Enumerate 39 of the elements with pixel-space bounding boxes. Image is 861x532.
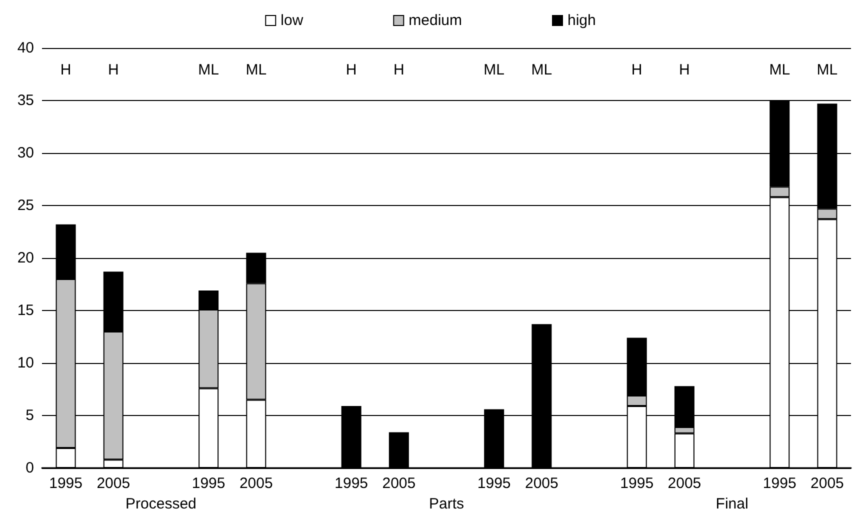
x-tick-label: 1995 [192, 475, 226, 492]
y-tick-label: 10 [17, 354, 34, 372]
legend-label: medium [408, 12, 462, 29]
annotation: H [679, 62, 690, 78]
text: Parts [428, 496, 464, 512]
x-tick-label: 2005 [382, 475, 416, 492]
y-tick-label: 15 [17, 302, 34, 319]
y-tick-label: 40 [17, 40, 34, 56]
legend-label: low [280, 12, 304, 29]
x-tick-label: 1995 [620, 475, 654, 492]
text: Processed [126, 496, 196, 512]
x-tick-label: 1995 [49, 475, 82, 492]
x-tick-label: 1995 [477, 475, 511, 492]
annotation: ML [198, 62, 219, 78]
legend-label: high [568, 12, 596, 29]
x-tick-label: 2005 [524, 475, 558, 492]
annotation: H [631, 62, 642, 78]
y-tick-label: 20 [17, 250, 34, 266]
y-tick-label: 5 [26, 407, 34, 424]
y-tick-label: 25 [17, 197, 34, 214]
annotation: ML [484, 62, 505, 78]
y-tick-label: 35 [17, 92, 34, 109]
annotation: ML [246, 62, 267, 78]
annotation: ML [816, 62, 838, 78]
x-tick-label: 2005 [96, 475, 130, 492]
annotation: H [108, 62, 119, 78]
x-tick-label: 1995 [334, 475, 368, 492]
y-tick-label: 30 [17, 144, 34, 162]
x-tick-label: 2005 [239, 475, 273, 492]
annotation: ML [769, 62, 790, 78]
x-tick-label: 2005 [668, 475, 702, 492]
annotation: H [393, 62, 404, 78]
x-tick-label: 1995 [762, 475, 796, 492]
text: Final [716, 496, 748, 512]
annotation: ML [531, 62, 552, 78]
x-tick-label: 2005 [810, 475, 844, 492]
annotation: H [346, 62, 357, 78]
y-tick-label: 0 [26, 460, 34, 476]
annotation: H [60, 62, 72, 78]
